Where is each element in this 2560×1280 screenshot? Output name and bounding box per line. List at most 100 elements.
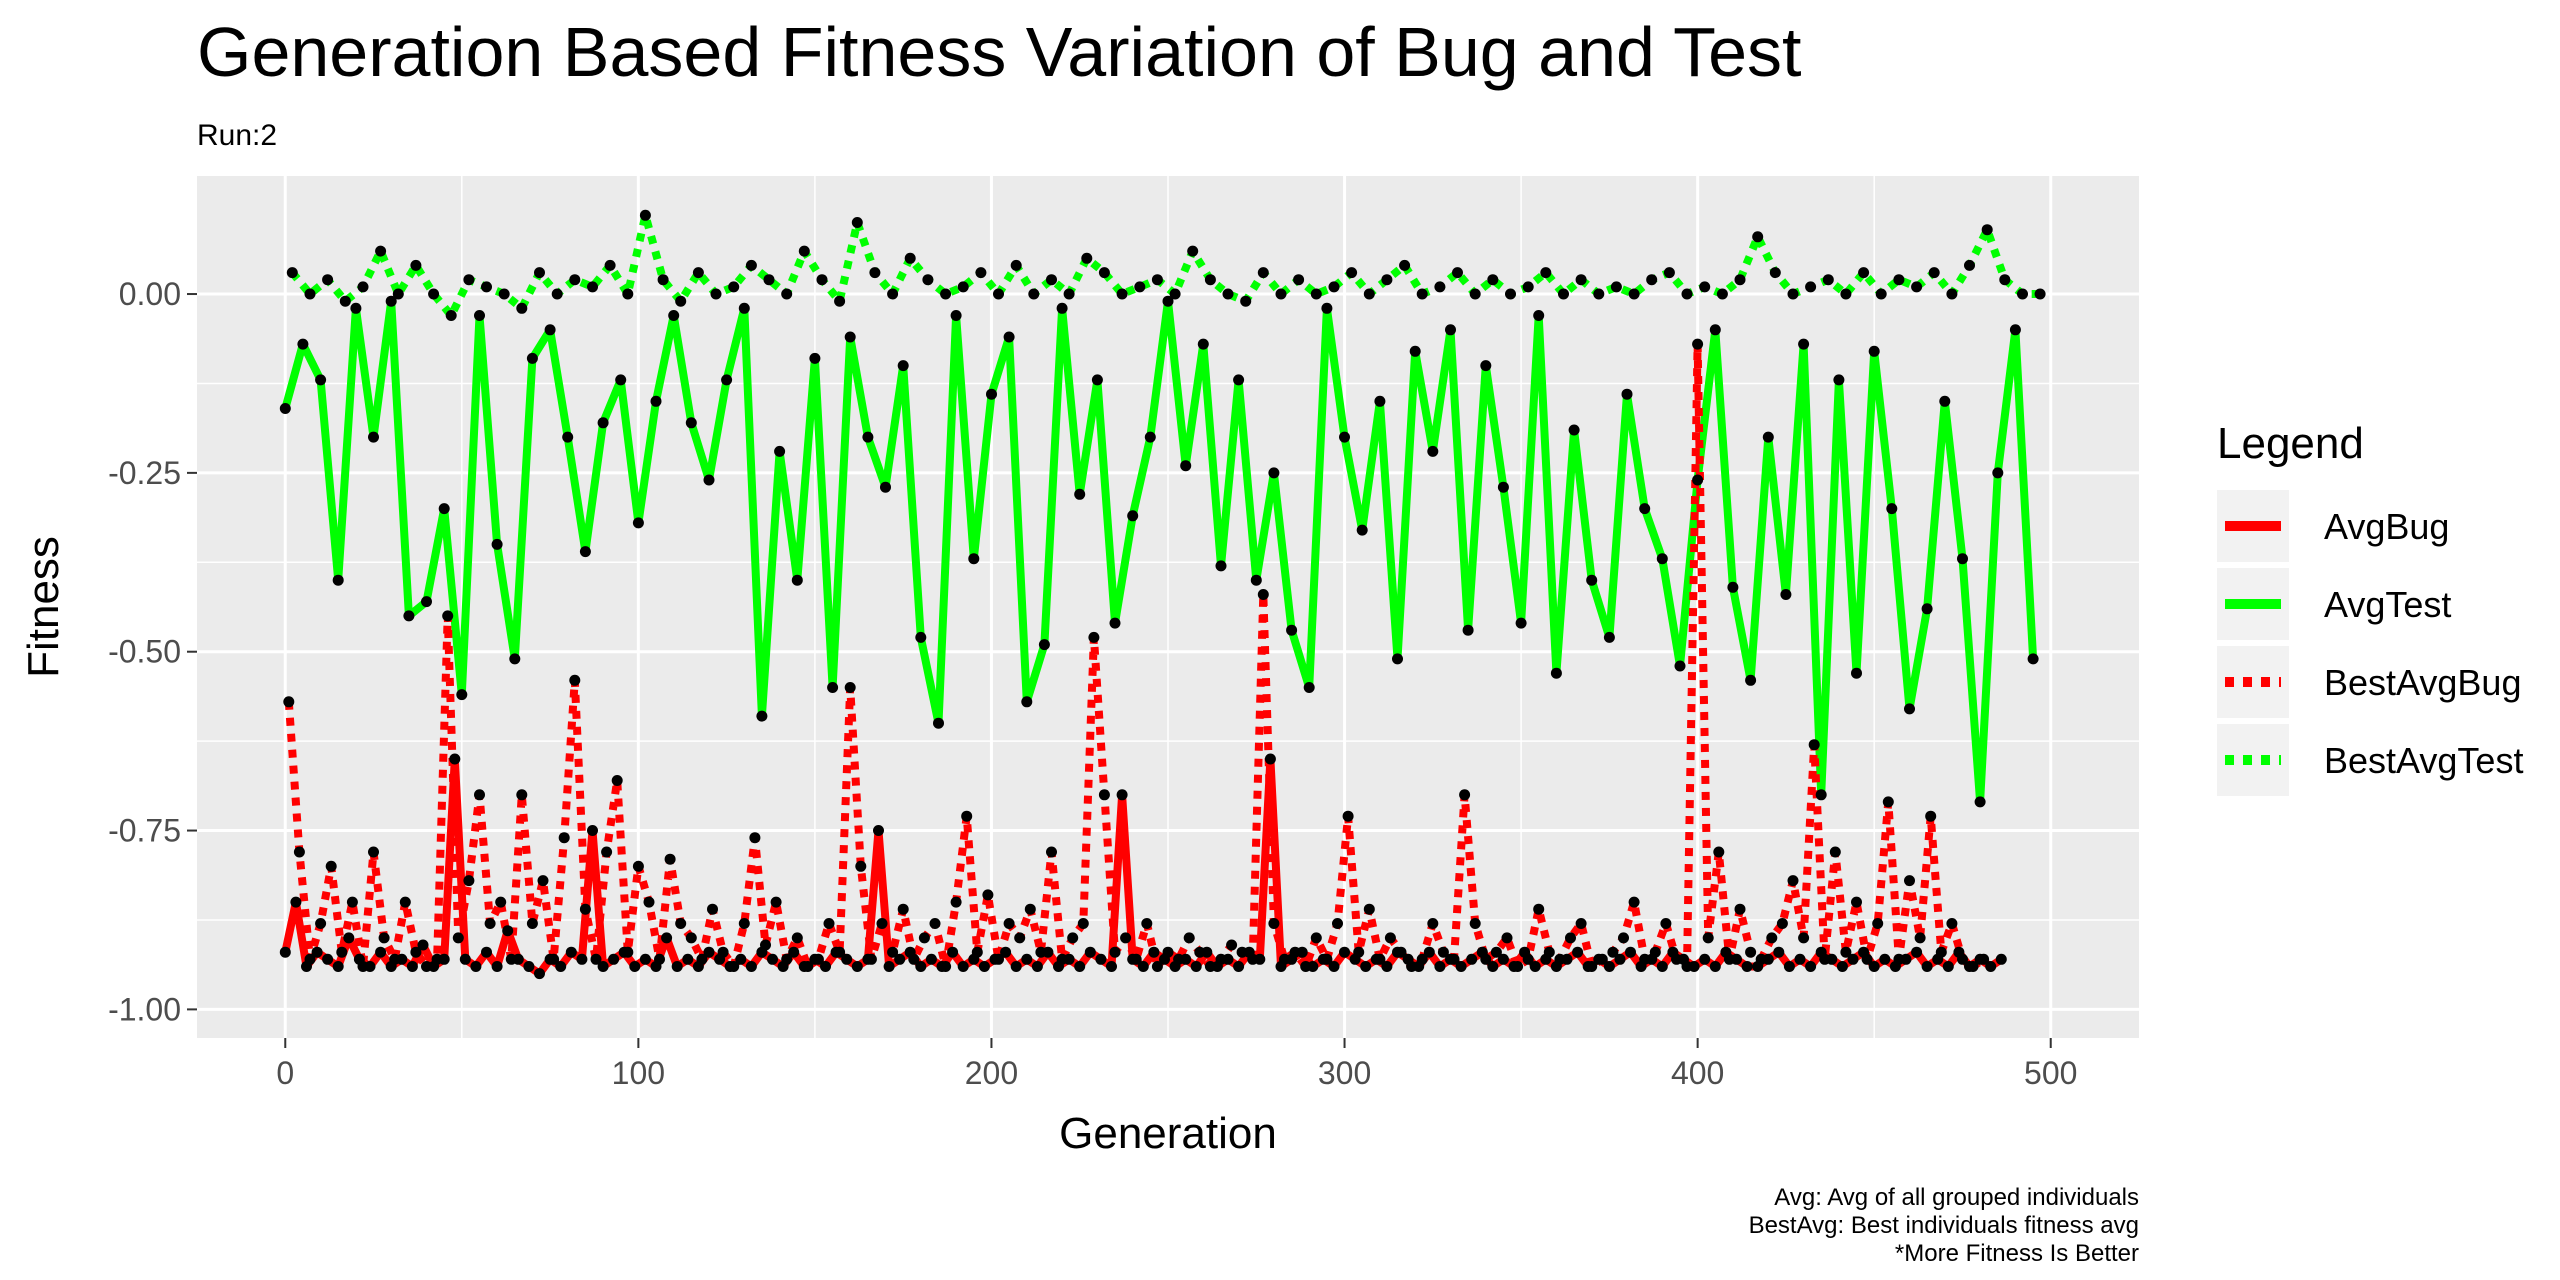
- data-point-bestavgbug: [1522, 953, 1534, 965]
- data-point-avgtest: [1692, 474, 1704, 486]
- data-point-avgbug: [332, 961, 344, 972]
- data-point-bestavgbug: [1342, 810, 1354, 822]
- data-point-bestavgtest: [1858, 267, 1870, 279]
- data-point-bestavgbug: [971, 946, 983, 958]
- data-point-bestavgbug: [1713, 846, 1725, 858]
- data-point-bestavgbug: [1035, 946, 1047, 958]
- data-point-avgtest: [685, 417, 697, 429]
- data-point-bestavgtest: [1822, 274, 1834, 286]
- data-point-bestavgbug: [442, 610, 454, 622]
- data-point-avgbug: [290, 896, 302, 908]
- data-point-bestavgbug: [1204, 961, 1216, 972]
- data-point-bestavgbug: [378, 932, 390, 944]
- data-point-bestavgtest: [534, 267, 545, 279]
- data-point-avgtest: [1109, 617, 1121, 629]
- data-point-avgbug: [481, 946, 492, 958]
- data-point-avgbug: [1074, 961, 1086, 972]
- data-point-avgtest: [1286, 624, 1298, 636]
- data-point-bestavgbug: [558, 832, 570, 844]
- data-point-avgtest: [1021, 696, 1033, 708]
- data-point-bestavgtest: [1875, 288, 1887, 300]
- data-point-bestavgbug: [1459, 789, 1471, 801]
- data-point-avgbug: [639, 953, 651, 965]
- data-point-bestavgtest: [1063, 288, 1075, 300]
- data-point-bestavgtest: [1681, 288, 1693, 300]
- data-point-bestavgbug: [1851, 896, 1862, 908]
- data-point-bestavgtest: [375, 245, 387, 257]
- data-point-avgtest: [1868, 345, 1880, 357]
- data-point-avgtest: [1056, 302, 1068, 314]
- data-point-bestavgbug: [632, 860, 644, 872]
- data-point-avgbug: [279, 946, 291, 958]
- data-point-bestavgbug: [1014, 932, 1026, 944]
- data-point-avgbug: [1095, 953, 1107, 965]
- points-layer: [279, 209, 2046, 980]
- data-point-bestavgbug: [548, 953, 560, 965]
- data-point-avgbug: [1836, 961, 1848, 972]
- data-point-avgbug: [1783, 961, 1795, 972]
- data-point-bestavgtest: [763, 274, 775, 286]
- data-point-avgtest: [1127, 510, 1139, 522]
- data-point-avgbug: [1625, 946, 1636, 958]
- data-point-avgtest: [474, 310, 485, 321]
- data-point-bestavgtest: [1769, 267, 1781, 279]
- y-axis-title: Fitness: [19, 536, 68, 678]
- data-point-bestavgtest: [1452, 267, 1463, 279]
- data-point-bestavgbug: [346, 896, 358, 908]
- x-tick-label: 300: [1318, 1055, 1371, 1091]
- data-point-avgbug: [1106, 961, 1117, 972]
- data-point-bestavgtest: [2017, 288, 2028, 300]
- data-point-avgtest: [1851, 667, 1862, 679]
- data-point-bestavgbug: [823, 918, 835, 929]
- chart-title: Generation Based Fitness Variation of Bu…: [197, 13, 1802, 91]
- data-point-avgbug: [534, 968, 545, 980]
- data-point-avgtest: [1233, 374, 1245, 386]
- data-point-bestavgbug: [1882, 796, 1894, 808]
- data-point-bestavgtest: [957, 281, 969, 293]
- data-point-avgtest: [986, 388, 997, 400]
- data-point-bestavgbug: [495, 896, 507, 908]
- data-point-avgtest: [1427, 445, 1439, 457]
- data-point-avgtest: [1656, 553, 1668, 565]
- data-point-bestavgtest: [1575, 274, 1587, 286]
- data-point-avgtest: [562, 431, 574, 443]
- data-point-avgtest: [1586, 574, 1598, 586]
- data-point-avgbug: [502, 925, 514, 937]
- data-point-avgbug: [841, 953, 853, 965]
- data-point-bestavgbug: [908, 953, 920, 965]
- data-point-avgtest: [1709, 324, 1721, 336]
- legend-label-bestavgbug: BestAvgBug: [2324, 662, 2521, 703]
- data-point-bestavgbug: [1512, 961, 1524, 972]
- data-point-bestavgtest: [834, 295, 846, 307]
- data-point-avgtest: [809, 352, 821, 364]
- data-point-bestavgbug: [1639, 953, 1651, 965]
- data-point-bestavgbug: [1787, 875, 1799, 887]
- data-point-bestavgtest: [1716, 288, 1728, 300]
- data-point-bestavgbug: [1289, 946, 1301, 958]
- data-point-avgbug: [555, 961, 567, 972]
- data-point-bestavgbug: [421, 961, 432, 972]
- data-point-avgtest: [827, 682, 839, 693]
- data-point-bestavgbug: [1310, 932, 1322, 944]
- data-point-avgbug: [375, 946, 387, 958]
- caption: Avg: Avg of all grouped individuals Best…: [1749, 1184, 2139, 1267]
- legend-title: Legend: [2217, 419, 2364, 468]
- data-point-bestavgbug: [1024, 903, 1036, 915]
- data-point-avgtest: [1321, 302, 1333, 314]
- data-point-avgbug: [1328, 961, 1340, 972]
- data-point-bestavgbug: [781, 953, 793, 965]
- data-point-avgtest: [1445, 324, 1456, 336]
- y-tick-label: -0.25: [108, 455, 181, 491]
- data-point-bestavgtest: [851, 217, 863, 228]
- data-point-bestavgtest: [445, 310, 457, 321]
- data-point-avgtest: [1780, 589, 1792, 600]
- data-point-bestavgtest: [1540, 267, 1552, 279]
- data-point-bestavgtest: [692, 267, 704, 279]
- data-point-bestavgtest: [463, 274, 475, 286]
- data-point-bestavgbug: [399, 896, 411, 908]
- data-point-bestavgbug: [812, 953, 824, 965]
- data-point-bestavgbug: [1861, 953, 1873, 965]
- data-point-avgbug: [311, 946, 323, 958]
- data-point-avgtest: [1603, 631, 1615, 643]
- caption-line-1: Avg: Avg of all grouped individuals: [1774, 1184, 2139, 1211]
